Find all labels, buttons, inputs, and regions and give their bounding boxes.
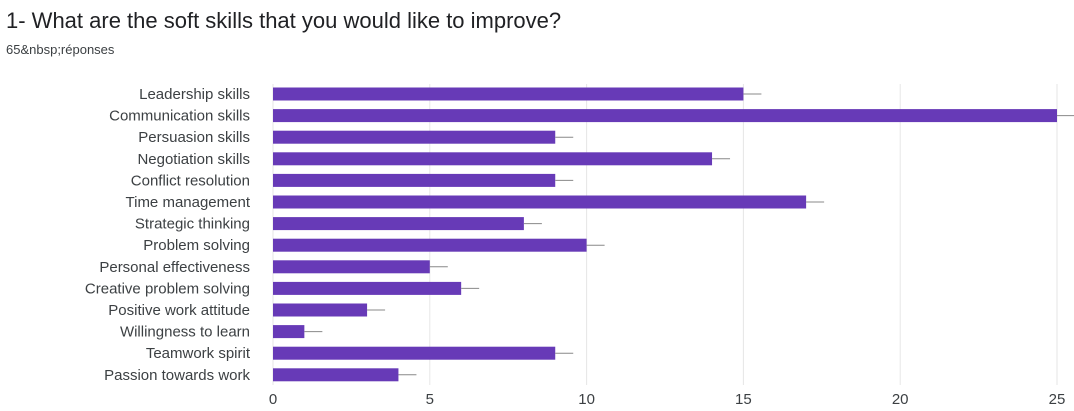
bar: [273, 109, 1057, 123]
category-label: Problem solving: [143, 237, 250, 254]
bar: [273, 130, 556, 144]
x-tick-label: 10: [578, 391, 595, 408]
category-label: Strategic thinking: [135, 216, 250, 233]
bar: [273, 368, 399, 382]
category-label: Negotiation skills: [137, 151, 250, 168]
bar: [273, 195, 807, 209]
category-label: Communication skills: [109, 108, 250, 125]
bar: [273, 217, 524, 231]
x-tick-label: 5: [426, 391, 434, 408]
category-label: Persuasion skills: [138, 129, 250, 146]
category-label: Conflict resolution: [131, 172, 250, 189]
bar: [273, 303, 368, 317]
category-label: Time management: [126, 194, 251, 211]
category-label: Teamwork spirit: [146, 345, 251, 362]
x-tick-label: 25: [1049, 391, 1066, 408]
chart-title: 1- What are the soft skills that you wou…: [6, 8, 562, 33]
bar: [273, 281, 462, 295]
response-count: 65&nbsp;réponses: [6, 42, 115, 57]
bar: [273, 346, 556, 360]
bar: [273, 260, 430, 274]
bar: [273, 238, 587, 252]
x-tick-label: 0: [269, 391, 277, 408]
bar: [273, 173, 556, 187]
category-label: Willingness to learn: [120, 324, 250, 341]
category-label: Leadership skills: [139, 86, 250, 103]
bar: [273, 87, 744, 101]
category-label: Creative problem solving: [85, 280, 250, 297]
category-label: Personal effectiveness: [99, 259, 250, 276]
x-tick-label: 20: [892, 391, 909, 408]
bar: [273, 325, 305, 339]
category-label: Passion towards work: [104, 367, 250, 384]
category-label: Positive work attitude: [108, 302, 250, 319]
x-tick-label: 15: [735, 391, 752, 408]
bar: [273, 152, 713, 166]
